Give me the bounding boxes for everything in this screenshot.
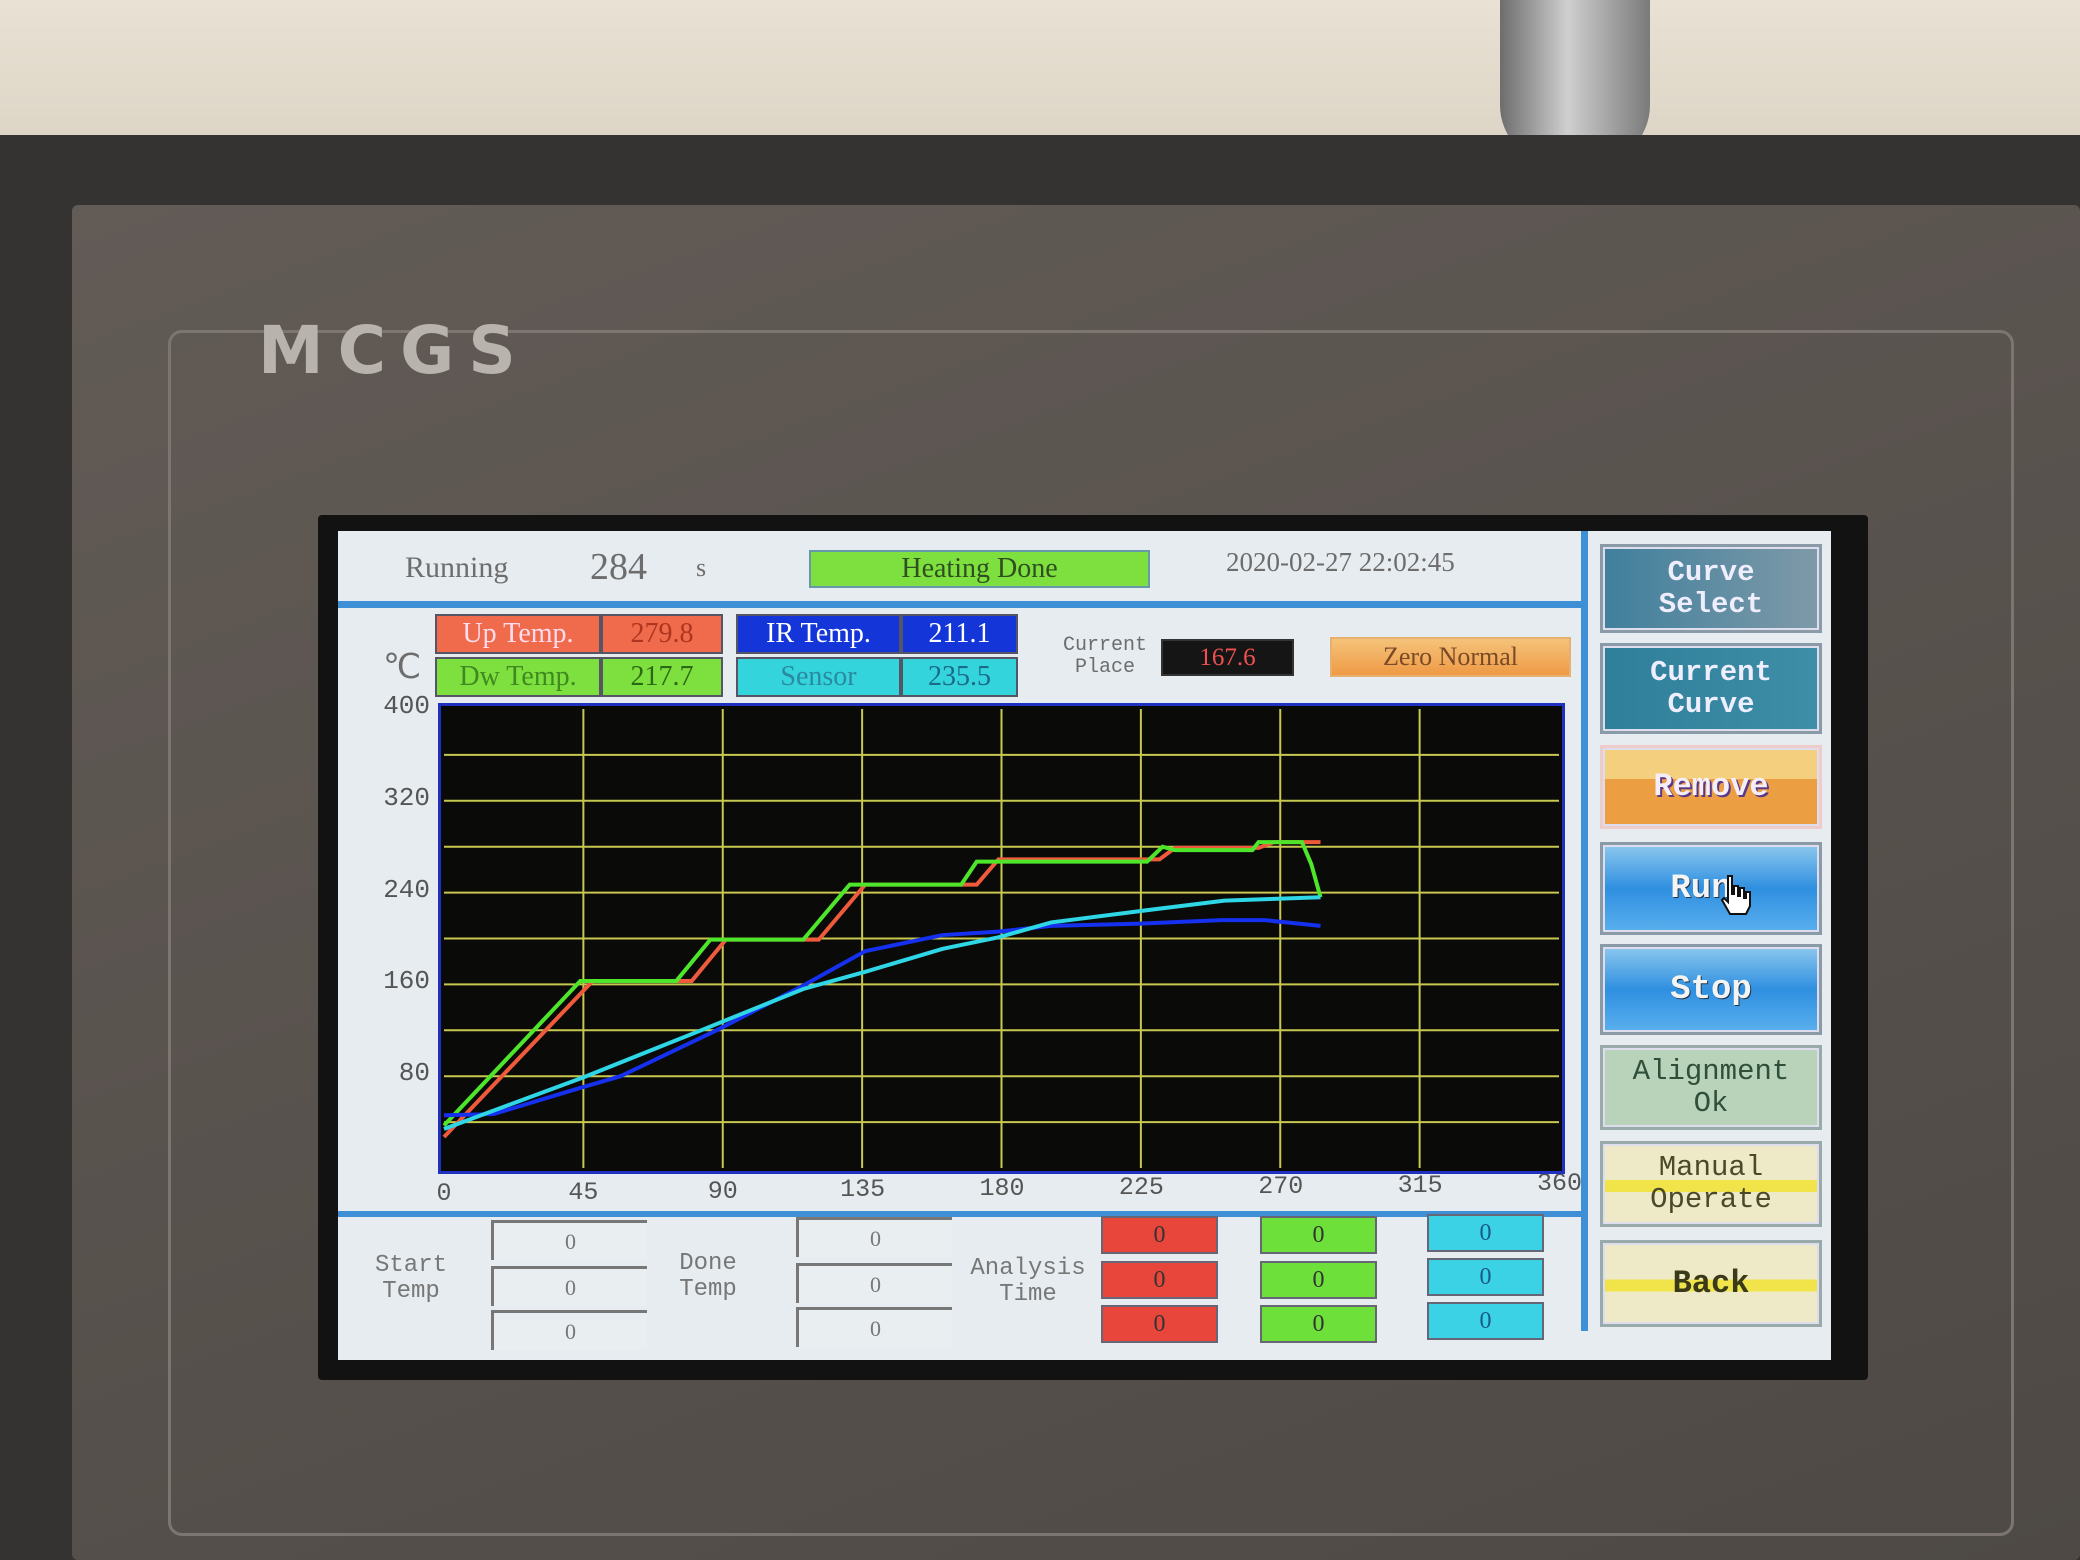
x-tick-label: 135 [840,1175,886,1205]
analysis-time-label: Analysis Time [970,1255,1086,1308]
running-time: 284 [590,546,647,588]
hand-cursor-icon [1720,874,1751,915]
hmi-screen: Running 284 s Heating Done 2020-02-27 22… [338,531,1831,1360]
green-value-3: 0 [1260,1305,1377,1343]
vertical-divider [1581,531,1588,1331]
alignment-ok-label: Alignment Ok [1632,1054,1790,1120]
alignment-ok-button[interactable]: Alignment Ok [1600,1045,1822,1130]
temperature-chart [438,703,1565,1174]
cyan-value-3: 0 [1427,1302,1544,1340]
series-dw-line [442,840,1323,1127]
current-curve-button[interactable]: Current Curve [1600,643,1822,734]
series-sensor-line [443,895,1321,1131]
up-temp-value: 279.8 [601,614,723,654]
y-tick-label: 400 [383,691,430,721]
wall-background [0,0,2080,135]
done-temp-field-1[interactable]: 0 [796,1217,952,1257]
x-tick-label: 315 [1397,1170,1443,1200]
sensor-value: 235.5 [901,657,1018,697]
status-badge: Heating Done [809,550,1150,588]
x-tick-label: 180 [979,1174,1025,1204]
y-tick-label: 80 [398,1058,430,1089]
bottom-divider [338,1211,1583,1217]
back-button[interactable]: Back [1600,1240,1822,1327]
current-place-value: 167.6 [1161,639,1294,676]
green-value-2: 0 [1260,1261,1377,1299]
stop-button[interactable]: Stop [1600,944,1822,1035]
stop-label: Stop [1670,970,1752,1009]
x-tick-label: 90 [707,1176,738,1206]
curve-select-button[interactable]: Curve Select [1600,544,1822,633]
panel-outline [168,330,2014,1536]
header-divider [338,601,1583,608]
datetime: 2020-02-27 22:02:45 [1226,547,1455,577]
remove-label: Remove [1653,768,1769,805]
y-axis-unit: ℃ [383,649,422,686]
done-temp-field-3[interactable]: 0 [796,1307,952,1347]
remove-button[interactable]: Remove [1600,745,1822,829]
start-temp-label: Start Temp [374,1252,447,1305]
curve-select-label: Curve Select [1658,555,1764,621]
brand-logo: MCGS [258,312,530,389]
manual-operate-button[interactable]: Manual Operate [1600,1141,1822,1227]
cyan-value-1: 0 [1427,1214,1544,1252]
manual-operate-label: Manual Operate [1650,1151,1772,1216]
cyan-value-2: 0 [1427,1258,1544,1296]
start-temp-field-3[interactable]: 0 [491,1310,647,1350]
start-temp-field-1[interactable]: 0 [491,1220,647,1260]
x-tick-label: 225 [1118,1173,1164,1202]
red-value-2: 0 [1101,1261,1218,1299]
dw-temp-label: Dw Temp. [435,657,601,697]
back-label: Back [1672,1264,1750,1302]
done-temp-label: Done Temp [679,1250,737,1303]
run-button[interactable]: Run [1600,842,1822,935]
red-value-1: 0 [1101,1216,1218,1254]
running-unit: s [696,553,707,582]
series-ir-line [443,918,1321,1118]
start-temp-field-2[interactable]: 0 [491,1266,647,1306]
dw-temp-value: 217.7 [601,657,723,697]
up-temp-label: Up Temp. [435,614,601,654]
x-tick-label: 0 [436,1179,452,1208]
zero-status: Zero Normal [1330,637,1571,677]
series-up-line [442,840,1321,1139]
done-temp-field-2[interactable]: 0 [796,1263,952,1303]
green-value-1: 0 [1260,1216,1377,1254]
running-label: Running [405,551,509,584]
x-tick-label: 360 [1537,1169,1583,1199]
x-tick-label: 45 [568,1177,599,1207]
x-tick-label: 270 [1258,1171,1304,1201]
ir-temp-label: IR Temp. [736,614,901,654]
current-curve-label: Current Curve [1650,655,1772,721]
current-place-label: Current Place [1062,634,1147,679]
y-tick-label: 240 [383,874,430,905]
y-tick-label: 320 [383,782,430,813]
y-tick-label: 160 [383,966,430,997]
ir-temp-value: 211.1 [901,614,1018,654]
red-value-3: 0 [1101,1305,1218,1343]
sensor-label: Sensor [736,657,901,697]
